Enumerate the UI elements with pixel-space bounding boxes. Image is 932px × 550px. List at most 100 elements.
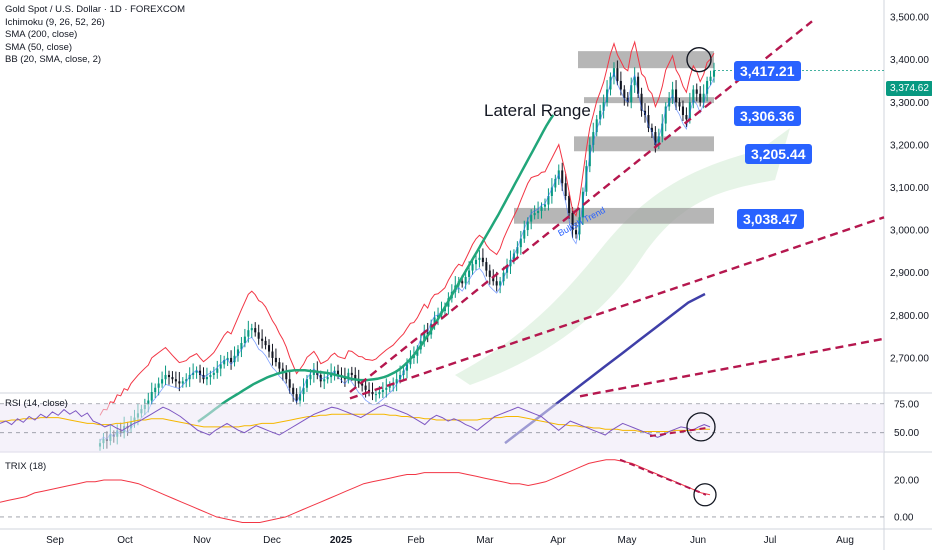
lateral-range-annotation: Lateral Range (484, 101, 591, 120)
candle-body (299, 394, 302, 401)
bollinger-basis-line (99, 71, 715, 442)
trend-line (349, 216, 885, 400)
price-tick-label: 3,300.00 (890, 98, 929, 109)
candle-body (478, 257, 481, 260)
candle-body (685, 115, 688, 120)
indicator-sma200: SMA (200, close) (5, 29, 78, 40)
time-tick-label: 2025 (330, 535, 353, 546)
level-label-3205: 3,205.44 (745, 144, 812, 164)
symbol-title: Gold Spot / U.S. Dollar · 1D · FOREXCOM (5, 4, 186, 15)
price-zone (584, 97, 714, 104)
candle-body (671, 89, 674, 98)
candle-body (474, 259, 478, 265)
candle-body (409, 357, 412, 365)
candle-body (219, 364, 222, 369)
candle-body (164, 374, 167, 380)
candle-body (161, 379, 164, 384)
candle-body (533, 213, 536, 216)
candle-body (181, 381, 184, 384)
candle-body (374, 394, 377, 396)
rsi-tick-label: 50.00 (894, 428, 919, 439)
candle-body (399, 374, 402, 380)
candle-body (526, 221, 529, 231)
time-tick-label: Mar (476, 535, 494, 546)
candle-body (336, 370, 340, 375)
time-tick-label: Jun (690, 535, 706, 546)
time-tick-label: Jul (764, 535, 777, 546)
candle-body (702, 93, 705, 103)
candle-body (274, 357, 277, 363)
time-tick-label: Oct (117, 535, 133, 546)
candle-body (540, 206, 543, 211)
candle-body (661, 123, 664, 137)
candle-body (209, 374, 212, 378)
candle-body (602, 102, 605, 111)
candle-body (712, 70, 716, 77)
candle-body (223, 360, 226, 365)
candle-body (154, 387, 157, 392)
candle-body (616, 68, 619, 81)
candle-body (243, 336, 246, 343)
candle-body (271, 351, 274, 358)
candle-body (464, 276, 467, 284)
candle-body (361, 383, 364, 386)
candle-body (595, 119, 598, 133)
time-tick-label: Aug (836, 535, 854, 546)
candle-body (285, 372, 288, 380)
price-tick-label: 2,700.00 (890, 353, 929, 364)
candle-body (547, 196, 550, 205)
current-price-tag: 3,374.62 (886, 81, 932, 96)
level-label-3417: 3,417.21 (734, 61, 801, 81)
price-tick-label: 3,400.00 (890, 55, 929, 66)
candle-body (347, 372, 350, 380)
time-tick-label: Apr (550, 535, 566, 546)
candle-body (519, 238, 522, 248)
candle-body (481, 257, 484, 263)
candle-body (326, 377, 329, 380)
candle-body (185, 379, 188, 382)
candle-body (530, 215, 533, 222)
candle-body (523, 230, 526, 239)
indicator-ichimoku: Ichimoku (9, 26, 52, 26) (5, 16, 105, 28)
price-tick-label: 3,500.00 (890, 13, 929, 24)
candle-body (261, 338, 264, 341)
trend-line (349, 20, 813, 393)
candle-body (426, 332, 429, 335)
candle-body (267, 345, 271, 352)
candle-body (250, 328, 253, 331)
candle-body (416, 349, 419, 356)
candle-body (657, 136, 660, 145)
candle-body (188, 374, 191, 380)
candle-body (592, 132, 595, 145)
trix-pane-title: TRIX (18) (5, 461, 47, 472)
rsi-band-fill (0, 403, 884, 453)
candle-body (405, 364, 409, 371)
candle-body (174, 379, 177, 382)
candle-body (561, 170, 564, 184)
candle-body (619, 80, 622, 90)
candle-body (599, 110, 602, 120)
time-tick-label: Nov (193, 535, 211, 546)
level-label-3306: 3,306.36 (734, 106, 801, 126)
time-tick-label: Feb (407, 535, 425, 546)
candle-body (554, 178, 557, 188)
candle-body (709, 76, 712, 81)
candle-body (706, 80, 709, 94)
time-tick-label: Sep (46, 535, 64, 546)
bollinger-upper-line (99, 40, 715, 416)
ichimoku-cloud (455, 128, 790, 385)
candle-body (688, 102, 691, 120)
candle-body (278, 362, 281, 369)
trix-line (0, 459, 711, 523)
trix-tick-label: 20.00 (894, 476, 919, 487)
price-tick-label: 3,000.00 (890, 226, 929, 237)
candle-body (550, 187, 553, 196)
candle-body (302, 387, 305, 395)
price-tick-label: 3,200.00 (890, 140, 929, 151)
rsi-line (0, 404, 711, 438)
trix-tick-label: 0.00 (894, 512, 914, 523)
candle-body (437, 315, 440, 318)
candle-body (205, 377, 208, 380)
candle-body (495, 281, 498, 286)
